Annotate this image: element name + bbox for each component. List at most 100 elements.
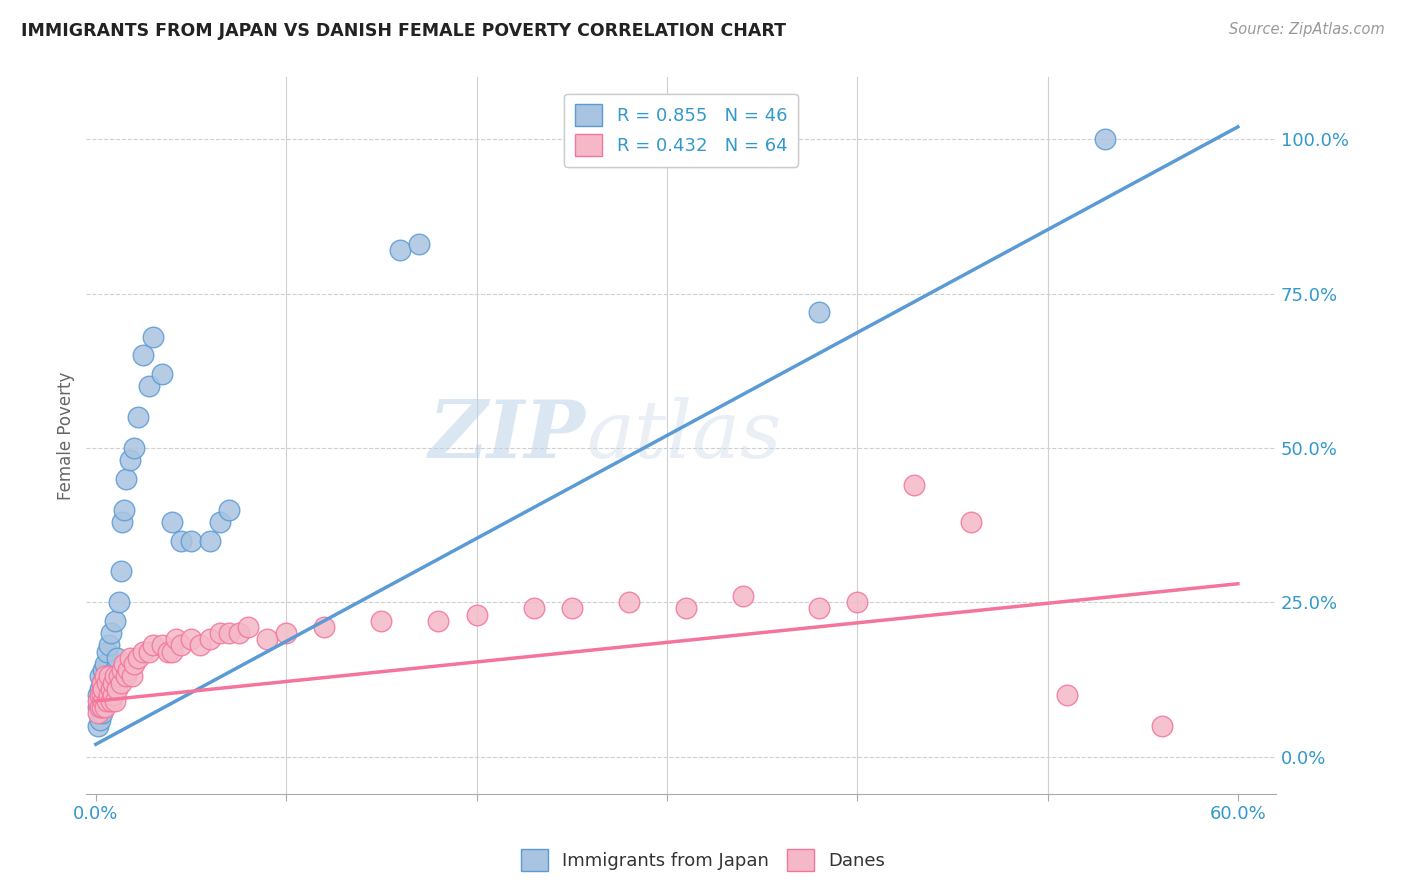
Point <box>90 706 112 721</box>
Point <box>808 305 831 319</box>
Point <box>93 681 115 696</box>
Legend: R = 0.855   N = 46, R = 0.432   N = 64: R = 0.855 N = 46, R = 0.432 N = 64 <box>564 94 799 167</box>
Point <box>104 663 127 677</box>
Point <box>94 669 117 683</box>
Point <box>808 601 831 615</box>
Point <box>101 675 124 690</box>
Point <box>111 515 134 529</box>
Point <box>96 675 118 690</box>
Point <box>160 515 183 529</box>
Point <box>98 681 121 696</box>
Point <box>105 650 128 665</box>
Point <box>152 367 174 381</box>
Point <box>180 632 202 647</box>
Point <box>104 669 127 683</box>
Point <box>90 688 112 702</box>
Point <box>94 694 117 708</box>
Point <box>107 669 129 683</box>
Point <box>111 663 134 677</box>
Point <box>198 632 221 647</box>
Point <box>675 601 697 615</box>
Point <box>170 639 193 653</box>
Point <box>112 657 135 671</box>
Point <box>408 237 430 252</box>
Point <box>960 515 983 529</box>
Point <box>132 348 155 362</box>
Point <box>89 694 111 708</box>
Point <box>142 639 165 653</box>
Point <box>127 650 149 665</box>
Point <box>121 669 143 683</box>
Point <box>120 453 142 467</box>
Point <box>115 472 138 486</box>
Point <box>93 663 115 677</box>
Point <box>465 607 488 622</box>
Point <box>427 614 450 628</box>
Point <box>1094 132 1116 146</box>
Point <box>157 645 180 659</box>
Point <box>89 669 111 683</box>
Point <box>132 645 155 659</box>
Point <box>1056 688 1078 702</box>
Point <box>561 601 583 615</box>
Point <box>96 645 118 659</box>
Text: Source: ZipAtlas.com: Source: ZipAtlas.com <box>1229 22 1385 37</box>
Point <box>105 681 128 696</box>
Point <box>93 694 115 708</box>
Point <box>101 688 124 702</box>
Point <box>138 645 160 659</box>
Point <box>96 688 118 702</box>
Point <box>100 626 122 640</box>
Point <box>370 614 392 628</box>
Point <box>89 681 111 696</box>
Point <box>98 688 121 702</box>
Point <box>903 478 925 492</box>
Text: IMMIGRANTS FROM JAPAN VS DANISH FEMALE POVERTY CORRELATION CHART: IMMIGRANTS FROM JAPAN VS DANISH FEMALE P… <box>21 22 786 40</box>
Point <box>117 663 139 677</box>
Point <box>198 533 221 548</box>
Point <box>180 533 202 548</box>
Point <box>208 626 231 640</box>
Point <box>218 626 240 640</box>
Point <box>127 410 149 425</box>
Point <box>90 700 112 714</box>
Point <box>731 589 754 603</box>
Point <box>107 595 129 609</box>
Point <box>98 639 121 653</box>
Point <box>94 657 117 671</box>
Text: ZIP: ZIP <box>429 397 586 475</box>
Legend: Immigrants from Japan, Danes: Immigrants from Japan, Danes <box>513 842 893 879</box>
Point <box>208 515 231 529</box>
Point <box>846 595 869 609</box>
Point <box>142 330 165 344</box>
Point <box>100 681 122 696</box>
Point <box>190 639 212 653</box>
Point <box>122 441 145 455</box>
Point <box>104 694 127 708</box>
Point <box>110 565 132 579</box>
Point <box>218 502 240 516</box>
Point <box>96 694 118 708</box>
Point <box>523 601 546 615</box>
Point <box>86 706 108 721</box>
Point <box>165 632 187 647</box>
Point <box>89 713 111 727</box>
Point <box>617 595 640 609</box>
Text: atlas: atlas <box>586 397 782 475</box>
Point <box>120 650 142 665</box>
Point <box>152 639 174 653</box>
Point <box>122 657 145 671</box>
Point <box>90 688 112 702</box>
Point <box>389 244 412 258</box>
Point <box>90 675 112 690</box>
Point <box>89 700 111 714</box>
Y-axis label: Female Poverty: Female Poverty <box>58 371 75 500</box>
Point <box>94 700 117 714</box>
Point <box>256 632 278 647</box>
Point <box>115 669 138 683</box>
Point <box>314 620 336 634</box>
Point <box>228 626 250 640</box>
Point <box>86 688 108 702</box>
Point <box>86 719 108 733</box>
Point <box>93 700 115 714</box>
